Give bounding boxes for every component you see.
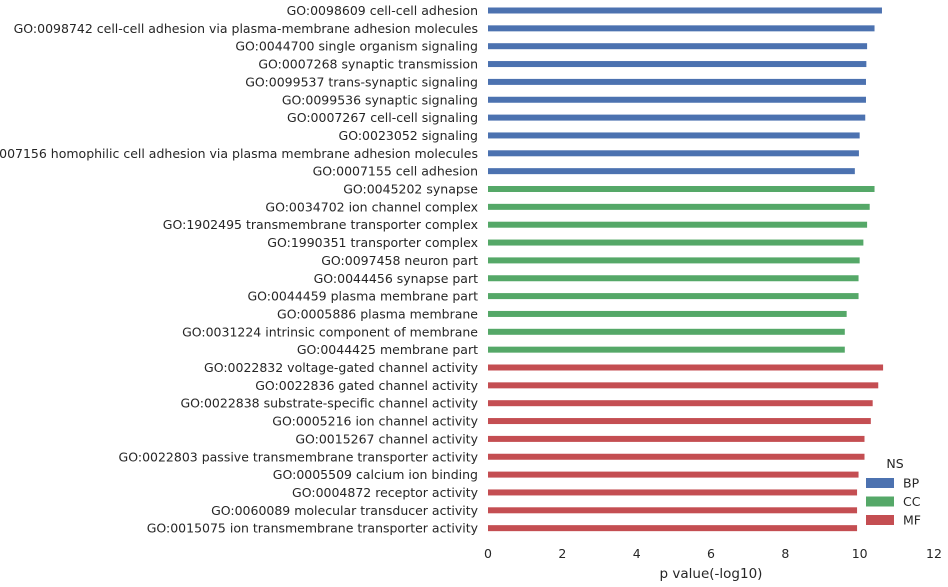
category-label: GO:1990351 transporter complex: [267, 235, 478, 250]
bar-bp: [488, 114, 866, 121]
category-label: GO:0022803 passive transmembrane transpo…: [119, 449, 479, 464]
x-tick-label: 8: [781, 546, 789, 561]
category-label: GO:0044456 synapse part: [314, 271, 478, 286]
bar-bp: [488, 168, 855, 175]
bar-mf: [488, 471, 859, 478]
legend-label-cc: CC: [903, 494, 921, 509]
bar-cc: [488, 221, 868, 228]
bar-cc: [488, 328, 845, 335]
category-label: GO:0005216 ion channel activity: [272, 414, 478, 429]
bar-cc: [488, 239, 864, 246]
category-label: GO:0097458 neuron part: [321, 253, 478, 268]
bar-mf: [488, 418, 871, 425]
category-label: GO:0023052 signaling: [339, 128, 478, 143]
x-axis-label: p value(-log10): [660, 566, 763, 582]
x-tick-label: 12: [926, 546, 942, 561]
category-label: GO:0099536 synaptic signaling: [282, 92, 478, 107]
legend-label-bp: BP: [903, 476, 920, 491]
x-tick-label: 0: [484, 546, 492, 561]
x-axis-ticks: 0 2 4 6 8 10 12: [484, 546, 942, 561]
bars-group: [488, 7, 884, 532]
category-label: GO:0031224 intrinsic component of membra…: [182, 324, 478, 339]
legend-swatch-bp: [866, 478, 894, 488]
category-label: GO:0045202 synapse: [343, 182, 478, 197]
category-label: GO:0098742 cell-cell adhesion via plasma…: [14, 21, 478, 36]
bar-bp: [488, 25, 875, 32]
category-label: GO:0022832 voltage-gated channel activit…: [204, 360, 479, 375]
category-label: GO:0004872 receptor activity: [292, 485, 479, 500]
category-labels: GO:0098609 cell-cell adhesion GO:0098742 …: [0, 3, 479, 536]
bar-mf: [488, 435, 865, 442]
category-label: GO:0022836 gated channel activity: [255, 378, 478, 393]
x-tick-label: 4: [633, 546, 641, 561]
bar-cc: [488, 186, 875, 192]
category-label: GO:0015075 ion transmembrane transporter…: [147, 521, 479, 536]
bar-bp: [488, 132, 860, 139]
bar-mf: [488, 382, 879, 389]
category-label: GO:0015267 channel activity: [295, 431, 478, 446]
category-label: GO:0044425 membrane part: [297, 342, 478, 357]
bar-mf: [488, 453, 865, 460]
bar-cc: [488, 346, 845, 353]
bar-bp: [488, 43, 868, 50]
category-label: GO:0044700 single organism signaling: [235, 39, 478, 54]
category-label: GO:0005509 calcium ion binding: [273, 467, 478, 482]
bar-bp: [488, 150, 859, 157]
category-label: GO:0005886 plasma membrane: [277, 306, 478, 321]
category-label: GO:0098609 cell-cell adhesion: [287, 3, 478, 18]
legend-swatch-mf: [866, 515, 894, 525]
category-label: GO:0007267 cell-cell signaling: [287, 110, 478, 125]
category-label: GO:0022838 substrate-specific channel ac…: [180, 396, 478, 411]
category-label: GO:0007155 cell adhesion: [313, 164, 478, 179]
bar-mf: [488, 525, 858, 532]
bar-cc: [488, 293, 859, 300]
category-label: GO:0060089 molecular transducer activity: [211, 503, 479, 518]
category-label: GO:0034702 ion channel complex: [265, 199, 478, 214]
bar-mf: [488, 507, 858, 514]
bar-mf: [488, 489, 858, 496]
bar-cc: [488, 203, 870, 210]
category-label: GO:0007156 homophilic cell adhesion via …: [0, 146, 478, 161]
bar-bp: [488, 61, 867, 68]
legend-swatch-cc: [866, 496, 894, 507]
legend: NS BP CC MF: [866, 456, 921, 528]
x-tick-label: 10: [852, 546, 868, 561]
bar-cc: [488, 275, 859, 282]
category-label: GO:0099537 trans-synaptic signaling: [245, 74, 478, 89]
category-label: GO:1902495 transmembrane transporter com…: [163, 217, 478, 232]
bar-mf: [488, 400, 873, 407]
bar-cc: [488, 257, 860, 264]
x-tick-label: 6: [707, 546, 715, 561]
bar-bp: [488, 7, 882, 14]
category-label: GO:0044459 plasma membrane part: [247, 289, 478, 304]
legend-title: NS: [886, 456, 903, 471]
bar-cc: [488, 310, 847, 317]
bar-bp: [488, 78, 866, 85]
category-label: GO:0007268 synaptic transmission: [258, 57, 478, 72]
legend-label-mf: MF: [903, 513, 921, 528]
bar-mf: [488, 364, 884, 371]
x-tick-label: 2: [558, 546, 566, 561]
bar-bp: [488, 96, 866, 103]
